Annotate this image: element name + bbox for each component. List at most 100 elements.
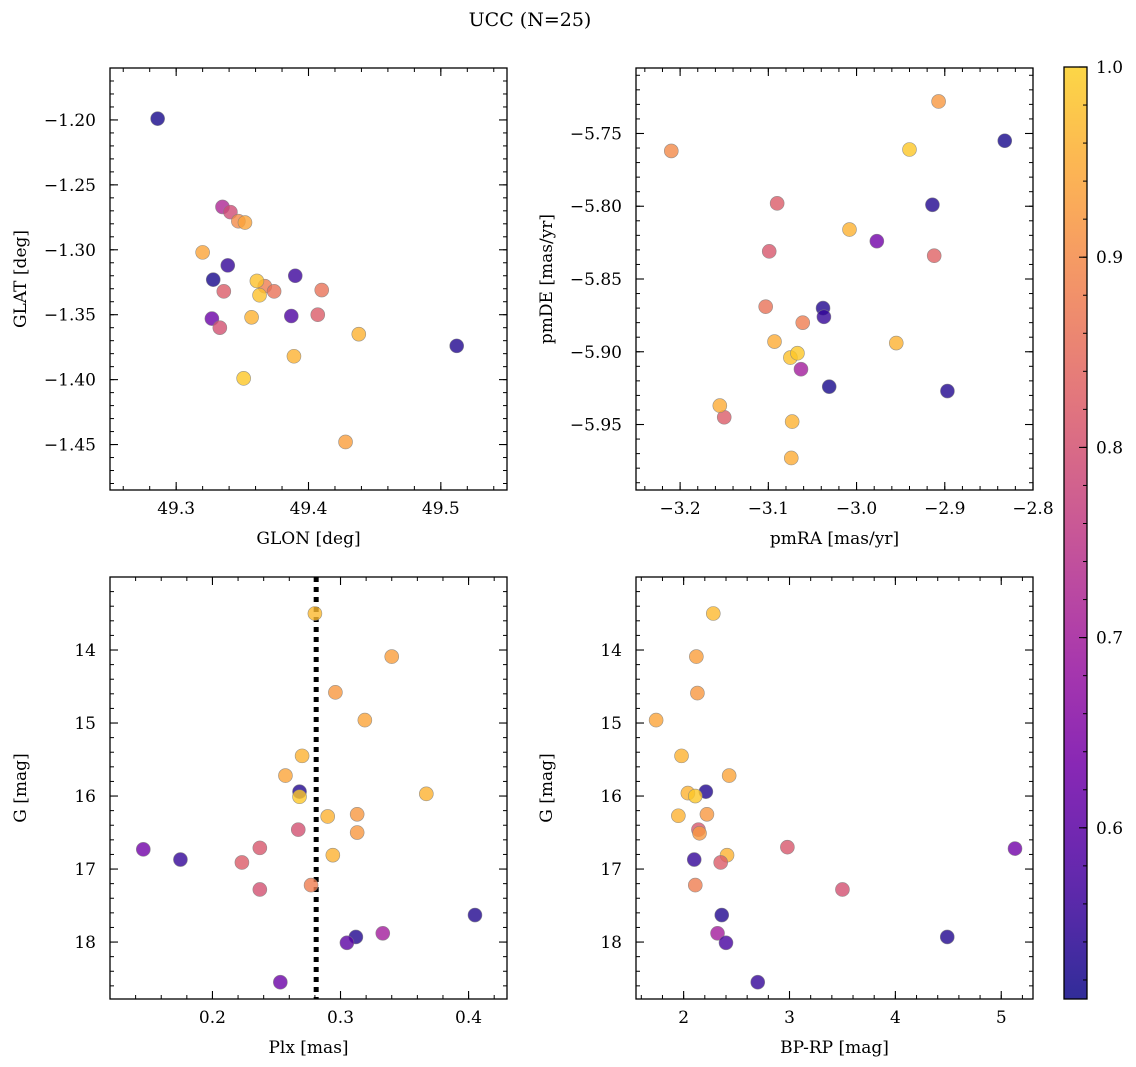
x-tick-label: −2.8: [1012, 499, 1053, 519]
x-tick-label: 49.5: [422, 499, 460, 519]
x-tick-label: −3.0: [836, 499, 877, 519]
data-point: [690, 685, 705, 701]
data-point: [750, 974, 766, 990]
data-point: [689, 649, 704, 664]
colorbar-tick-label: 1.0: [1096, 58, 1123, 78]
data-point: [375, 925, 391, 941]
data-point: [307, 606, 323, 621]
data-point: [663, 143, 679, 159]
y-axis-label: G [mag]: [537, 753, 557, 822]
data-point: [339, 935, 355, 951]
data-point: [940, 383, 955, 399]
colorbar-tick-label: 0.8: [1096, 438, 1123, 458]
data-point: [195, 245, 210, 260]
panel-bprp-g: 2 3 4 5 14 15 16 17 18 BP-RP [mag] G [mag]: [537, 576, 1034, 1058]
data-point: [784, 414, 800, 429]
y-tick-label: 14: [600, 641, 622, 661]
y-tick-label: 16: [600, 787, 622, 807]
x-tick-label: 3: [784, 1008, 795, 1028]
data-point: [310, 307, 326, 323]
y-tick-label: 18: [600, 933, 622, 953]
data-point: [349, 806, 365, 822]
y-tick-label: 18: [74, 933, 96, 953]
scatter-points: [135, 606, 483, 990]
data-point: [278, 768, 293, 783]
x-tick-label: 49.4: [290, 499, 328, 519]
data-point: [237, 215, 253, 230]
data-point: [283, 308, 299, 324]
data-point: [290, 822, 306, 837]
data-point: [761, 244, 777, 259]
y-tick-label: −1.25: [44, 176, 96, 196]
data-point: [294, 748, 310, 764]
data-point: [1007, 841, 1023, 856]
data-point: [926, 248, 942, 264]
y-tick-label: −1.20: [44, 111, 96, 131]
panel-glon-glat: 49.3 49.4 49.5 −1.45 −1.40 −1.35 −1.30 −1.25 −1.…: [11, 67, 508, 549]
panel-pmra-pmde: −3.2 −3.1 −3.0 −2.9 −2.8 −5.95 −5.90 −5.85 −5.80…: [537, 67, 1054, 549]
y-tick-label: −5.75: [570, 124, 622, 144]
major-ticks: [110, 577, 507, 999]
axes-frame: [109, 67, 508, 491]
y-tick-label: −1.35: [44, 306, 96, 326]
data-point: [718, 935, 734, 951]
y-tick-label: −5.85: [570, 270, 622, 290]
y-tick-label: 14: [74, 641, 96, 661]
data-point: [150, 111, 165, 126]
data-point: [212, 320, 228, 335]
data-point: [286, 348, 302, 364]
scatter-points: [150, 111, 465, 450]
data-point: [351, 326, 367, 342]
data-point: [220, 258, 236, 273]
y-tick-label: 17: [74, 860, 96, 880]
axes-frame: [635, 576, 1034, 1000]
scatter-points: [648, 606, 1023, 990]
data-point: [835, 882, 850, 897]
data-point: [783, 450, 799, 466]
data-point: [266, 284, 282, 299]
panel-plx-g: 0.2 0.3 0.4 14 15 16 17 18 Plx [mas] G [mag]: [11, 576, 508, 1058]
data-point: [713, 855, 728, 870]
data-point: [902, 142, 917, 157]
data-point: [821, 379, 837, 394]
colorbar-gradient: [1063, 66, 1088, 1000]
data-point: [252, 882, 268, 897]
minor-ticks: [109, 576, 507, 999]
colorbar-tick-label: 0.6: [1096, 819, 1123, 839]
y-tick-label: −5.80: [570, 197, 622, 217]
data-point: [687, 877, 703, 893]
x-tick-label: 4: [890, 1008, 901, 1028]
data-point: [769, 196, 785, 211]
data-point: [244, 310, 259, 325]
x-axis-label: Plx [mas]: [268, 1038, 348, 1058]
data-point: [790, 345, 805, 361]
y-tick-label: 15: [74, 714, 96, 734]
figure-title: UCC (N=25): [469, 9, 592, 31]
data-point: [249, 273, 265, 289]
data-point: [842, 222, 857, 237]
axes-frame: [635, 67, 1034, 491]
data-point: [292, 789, 307, 805]
y-tick-label: −1.40: [44, 371, 96, 391]
data-point: [939, 929, 955, 945]
data-point: [234, 855, 250, 870]
y-axis-label: pmDE [mas/yr]: [537, 214, 557, 344]
y-tick-label: −5.95: [570, 416, 622, 436]
data-point: [705, 606, 721, 621]
data-point: [699, 806, 715, 822]
data-point: [671, 808, 686, 824]
data-point: [674, 748, 689, 764]
data-point: [780, 839, 795, 855]
x-tick-label: 5: [996, 1008, 1007, 1028]
colorbar: 0.6 0.7 0.8 0.9 1.0: [1063, 58, 1123, 1000]
data-point: [449, 338, 465, 354]
data-point: [173, 852, 188, 867]
x-tick-label: −3.2: [659, 499, 700, 519]
data-point: [648, 712, 664, 728]
data-point: [236, 371, 251, 386]
data-point: [303, 877, 319, 893]
data-point: [419, 786, 434, 802]
data-point: [135, 842, 151, 857]
data-point: [816, 309, 832, 325]
